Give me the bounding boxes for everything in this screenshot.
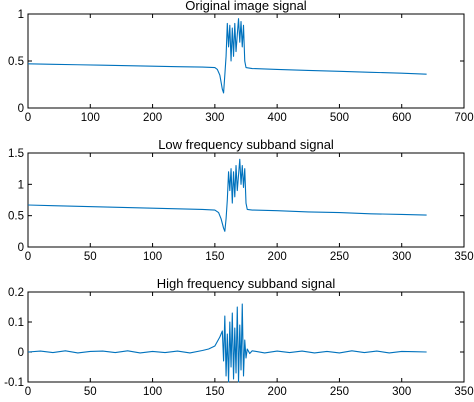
y-tick-label: 0.5 — [8, 56, 24, 68]
y-tick-label: 1.5 — [8, 148, 24, 160]
x-tick-label: 0 — [25, 251, 31, 263]
x-tick-label: 250 — [330, 251, 349, 263]
y-tick-label: 0.2 — [8, 287, 24, 299]
x-tick-label: 100 — [143, 386, 162, 398]
x-tick-label: 700 — [454, 112, 473, 124]
subplot-title: Original image signal — [185, 0, 307, 13]
x-tick-label: 400 — [268, 112, 287, 124]
y-tick-label: 0 — [18, 347, 24, 359]
y-tick-label: 0.1 — [8, 317, 24, 329]
x-tick-label: 350 — [454, 251, 473, 263]
x-tick-label: 0 — [25, 112, 31, 124]
x-tick-label: 150 — [205, 386, 224, 398]
x-tick-label: 100 — [81, 112, 100, 124]
x-tick-label: 300 — [392, 386, 411, 398]
x-tick-label: 150 — [205, 251, 224, 263]
x-tick-label: 350 — [454, 386, 473, 398]
series-line-1 — [27, 18, 427, 94]
axes-box — [27, 291, 465, 383]
x-tick-label: 200 — [268, 386, 287, 398]
axes-box — [27, 13, 465, 109]
x-tick-label: 100 — [143, 251, 162, 263]
x-tick-label: 300 — [205, 112, 224, 124]
y-tick-label: 1 — [18, 9, 24, 21]
x-tick-label: 300 — [392, 251, 411, 263]
y-tick-label: 1 — [18, 179, 24, 191]
series-line-1 — [27, 158, 427, 232]
x-tick-label: 50 — [84, 386, 97, 398]
series-line-1 — [27, 303, 427, 383]
subplot-title: High frequency subband signal — [157, 276, 336, 291]
x-tick-label: 500 — [330, 112, 349, 124]
x-tick-label: 0 — [25, 386, 31, 398]
x-tick-label: 600 — [392, 112, 411, 124]
x-tick-label: 50 — [84, 251, 97, 263]
subplot-title: Low frequency subband signal — [158, 137, 334, 152]
subplot-1: Original image signal 0 100 200 300 400 500 600… — [8, 0, 474, 124]
y-tick-label: 0.5 — [8, 211, 24, 223]
y-tick-label: 0 — [18, 242, 24, 254]
subplot-3: High frequency subband signal 0 50 100 150 20… — [4, 276, 473, 398]
y-tick-label: 0 — [18, 103, 24, 115]
y-tick-label: -0.1 — [4, 377, 24, 389]
x-tick-label: 200 — [143, 112, 162, 124]
subplot-2: Low frequency subband signal 0 50 100 150 200… — [8, 137, 474, 263]
x-tick-label: 250 — [330, 386, 349, 398]
x-tick-label: 200 — [268, 251, 287, 263]
